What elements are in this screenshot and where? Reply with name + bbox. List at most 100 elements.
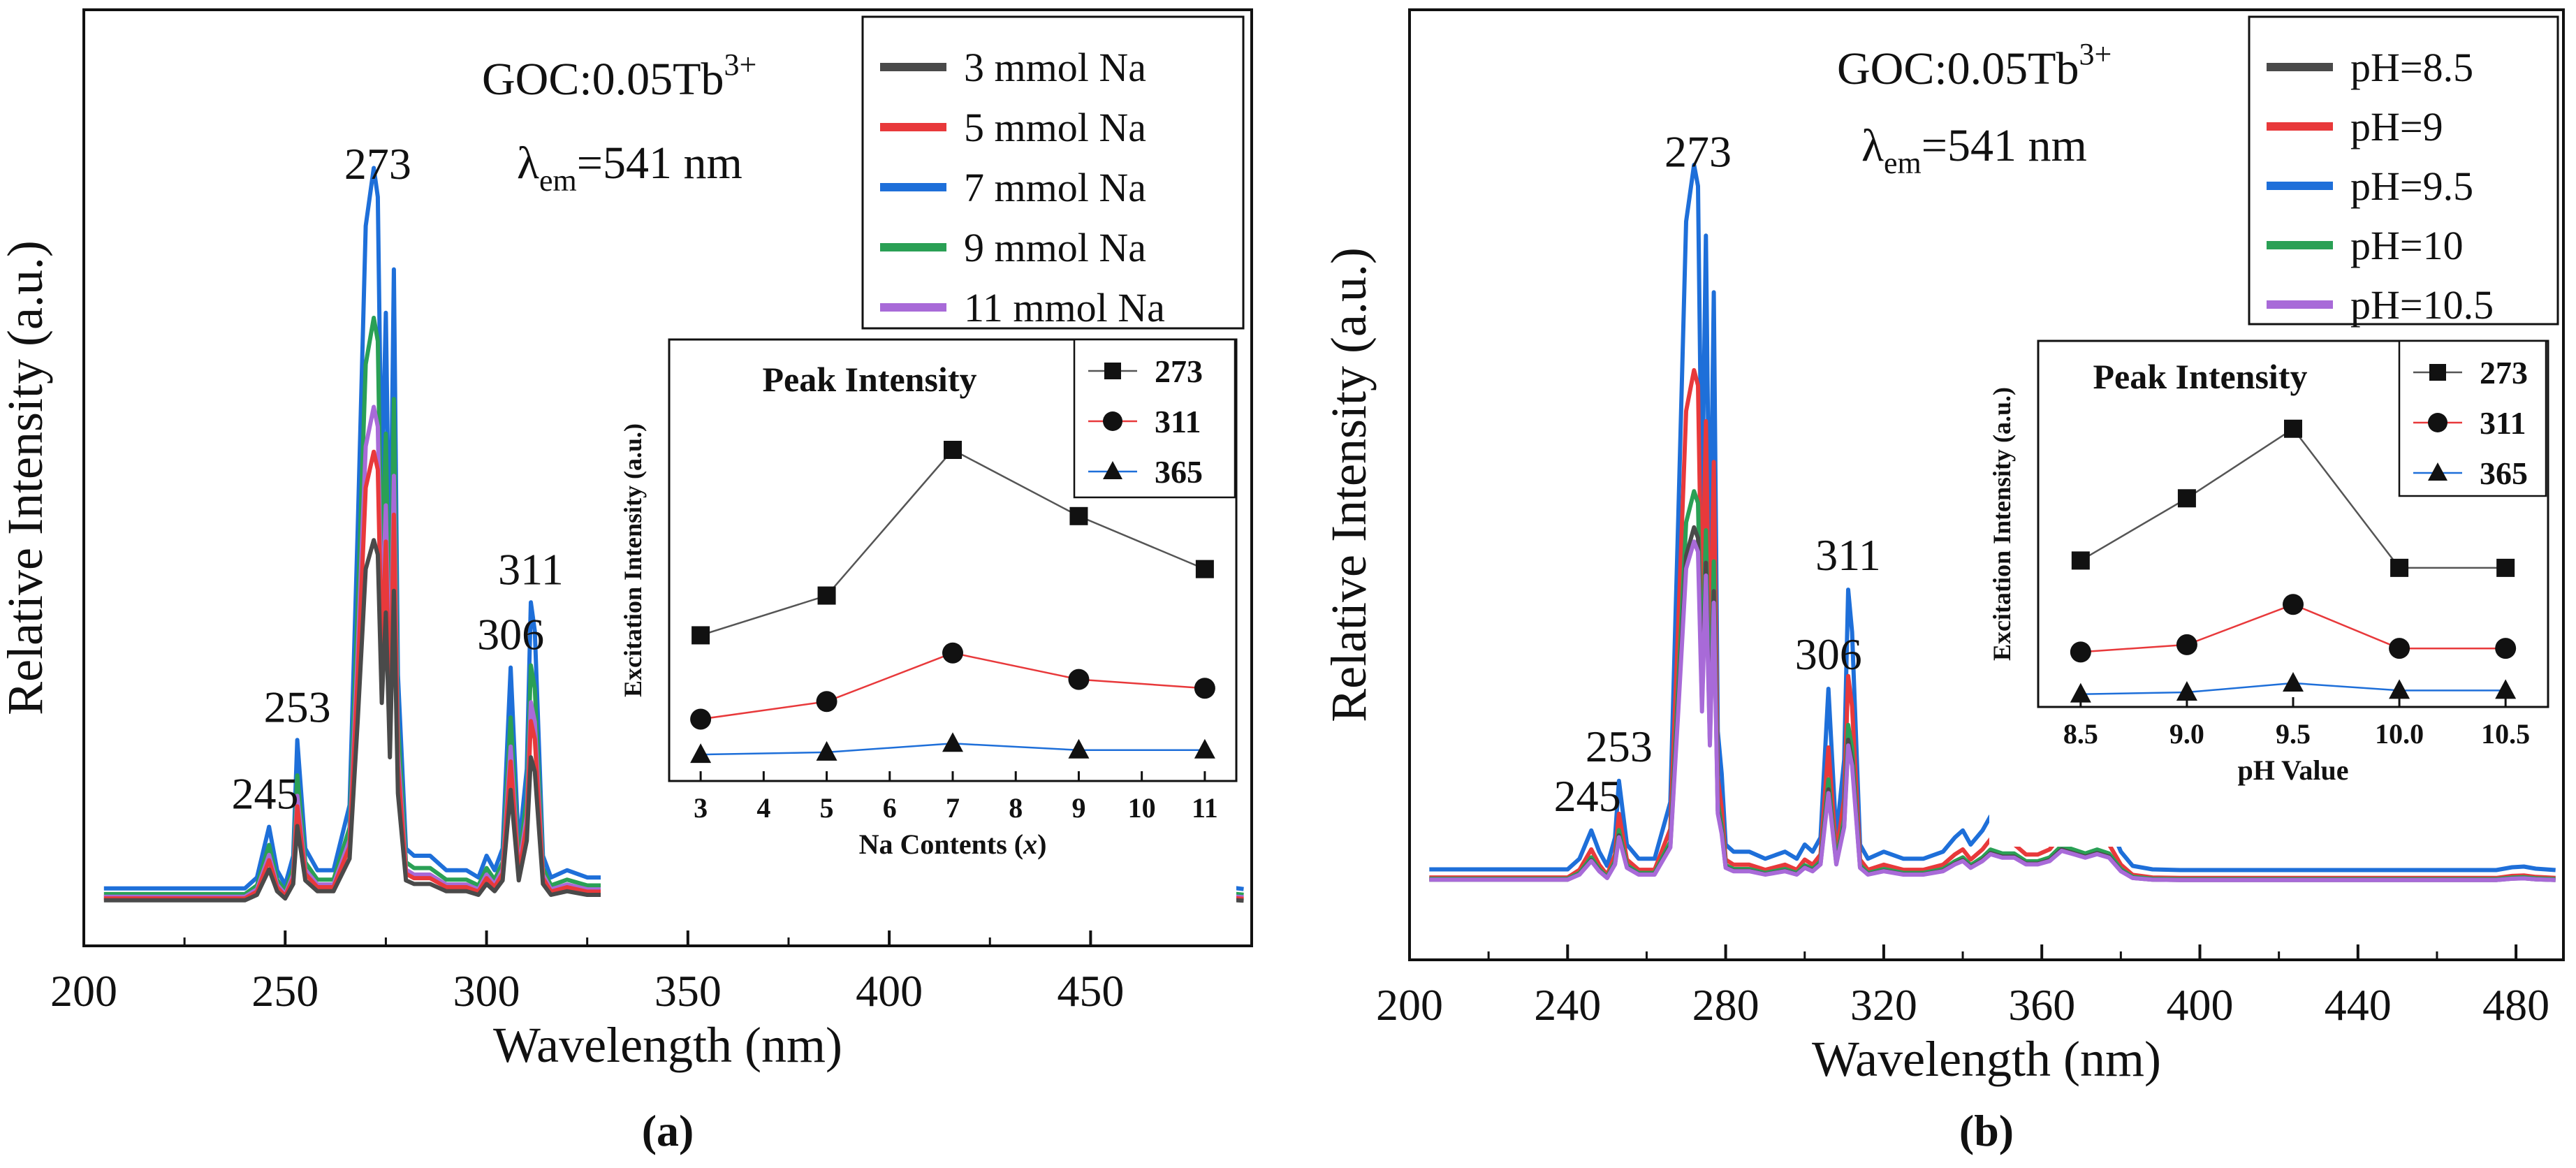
panel-b-annot-material: GOC:0.05Tb3+ (1837, 37, 2112, 94)
inset-x-tick-label: 8 (1009, 792, 1023, 824)
panel-b-annot-lambda: λem=541 nm (1861, 120, 2087, 180)
inset-marker-triangle (2389, 679, 2410, 699)
inset-x-tick-label: 10.0 (2375, 718, 2424, 750)
inset-x-tick-label: 8.5 (2063, 718, 2098, 750)
panel-b-frame (1408, 8, 2565, 961)
panel-a-x-axis: 200 250 300 350 400 450 (50, 930, 1124, 1016)
peak-label: 253 (1586, 722, 1653, 771)
peak-label: 253 (264, 682, 331, 731)
inset-x-tick-label: 9 (1071, 792, 1085, 824)
inset-marker-square (691, 626, 710, 645)
inset-x-tick-label: 7 (946, 792, 960, 824)
inset-x-tick-label: 5 (820, 792, 834, 824)
inset-marker-square (944, 441, 962, 459)
inset-legend-marker (1104, 363, 1121, 379)
inset-x-tick-label: 3 (694, 792, 708, 824)
inset-title: Peak Intensity (2093, 357, 2308, 396)
peak-label: 306 (477, 610, 544, 659)
peak-label: 245 (231, 769, 298, 819)
x-tick-label: 480 (2482, 980, 2549, 1030)
legend-label: 11 mmol Na (964, 285, 1165, 330)
inset-marker-triangle (690, 743, 712, 764)
inset-marker-circle (2176, 634, 2197, 655)
inset-x-tick-label: 9.0 (2169, 718, 2204, 750)
legend-label: pH=9.5 (2350, 163, 2473, 209)
inset-legend-marker (2428, 462, 2447, 481)
peak-label: 306 (1795, 629, 1862, 679)
inset-legend-label: 365 (2480, 455, 2528, 491)
inset-legend-label: 311 (2480, 405, 2526, 441)
panel-a-annot-material: GOC:0.05Tb3+ (482, 48, 756, 105)
inset-marker-square (1195, 560, 1214, 578)
panel-b-inset: Peak Intensity 8.5 9.0 9.5 10.0 10.5 pH Value E… (1988, 340, 2549, 847)
legend-label: pH=9 (2350, 104, 2443, 149)
inset-legend-label: 273 (2480, 355, 2528, 390)
panel-b-y-label: Relative Intensity (a.u.) (1321, 247, 1377, 722)
inset-legend-label: 365 (1155, 454, 1203, 490)
x-tick-label: 200 (50, 966, 117, 1016)
panel-a-legend: 3 mmol Na 5 mmol Na 7 mmol Na 9 mmol Na 11 m… (861, 15, 1245, 330)
panel-b-legend: pH=8.5 pH=9 pH=9.5 pH=10 pH=10.5 (2248, 15, 2559, 328)
x-tick-label: 320 (1850, 980, 1917, 1030)
inset-marker-triangle (816, 740, 837, 761)
peak-label: 273 (344, 139, 411, 189)
legend-label: 9 mmol Na (964, 225, 1146, 270)
inset-x-label: pH Value (2238, 754, 2349, 786)
inset-legend-label: 273 (1155, 353, 1203, 389)
x-tick-label: 450 (1057, 966, 1124, 1016)
x-tick-label: 360 (2008, 980, 2075, 1030)
inset-marker-triangle (1194, 738, 1215, 759)
panel-a-annot-lambda: λem=541 nm (517, 138, 742, 198)
panel-b-x-axis: 200 240 280 320 360 400 440 480 (1376, 944, 2549, 1030)
inset-marker-square (2284, 419, 2302, 438)
inset-marker-circle (2495, 638, 2517, 659)
legend-label: pH=10 (2350, 223, 2464, 268)
x-tick-label: 200 (1376, 980, 1443, 1030)
peak-label: 311 (498, 544, 564, 594)
x-tick-label: 400 (856, 966, 923, 1016)
legend-label: pH=10.5 (2350, 282, 2494, 328)
x-tick-label: 300 (453, 966, 520, 1016)
inset-title: Peak Intensity (763, 360, 977, 399)
legend-label: 5 mmol Na (964, 105, 1146, 150)
inset-x-tick-label: 11 (1192, 792, 1218, 824)
inset-marker-triangle (2283, 671, 2304, 692)
x-tick-label: 280 (1692, 980, 1759, 1030)
panel-a-inset: Peak Intensity 3 4 5 6 7 8 9 10 11 Na Contents (x)… (601, 338, 1238, 921)
inset-x-tick-label: 10.5 (2481, 718, 2530, 750)
panel-a-caption: (a) (642, 1106, 694, 1155)
inset-marker-circle (1194, 678, 1215, 699)
x-tick-label: 440 (2325, 980, 2392, 1030)
inset-marker-square (1069, 506, 1088, 525)
inset-marker-square (2177, 489, 2196, 508)
x-tick-label: 240 (1534, 980, 1601, 1030)
x-tick-label: 250 (251, 966, 319, 1016)
series-line-ph-10-5 (1429, 539, 2556, 882)
inset-legend-label: 311 (1155, 404, 1201, 439)
inset-marker-circle (690, 708, 712, 730)
inset-marker-circle (1068, 669, 1090, 690)
inset-marker-triangle (2176, 681, 2197, 701)
inset-marker-triangle (2495, 679, 2517, 699)
x-tick-label: 400 (2167, 980, 2234, 1030)
inset-marker-circle (2070, 641, 2091, 663)
peak-label: 311 (1815, 530, 1881, 580)
inset-legend-marker (1103, 411, 1122, 431)
inset-y-label: Excitation Intensity (a.u.) (619, 423, 647, 697)
inset-marker-circle (2283, 594, 2304, 615)
legend-label: pH=8.5 (2350, 45, 2473, 90)
inset-marker-triangle (1068, 738, 1090, 759)
inset-x-tick-label: 10 (1128, 792, 1156, 824)
inset-x-label: Na Contents (x) (859, 828, 1047, 860)
panel-b-x-label: Wavelength (nm) (1812, 1031, 2161, 1087)
panel-a-frame (82, 8, 1253, 947)
panel-b-caption: (b) (1959, 1106, 2014, 1155)
panel-a-y-label: Relative Intensity (a.u.) (0, 240, 53, 715)
inset-x-tick-label: 4 (756, 792, 770, 824)
inset-legend-marker (1103, 461, 1122, 479)
inset-marker-triangle (942, 732, 963, 752)
inset-marker-square (2390, 558, 2409, 577)
